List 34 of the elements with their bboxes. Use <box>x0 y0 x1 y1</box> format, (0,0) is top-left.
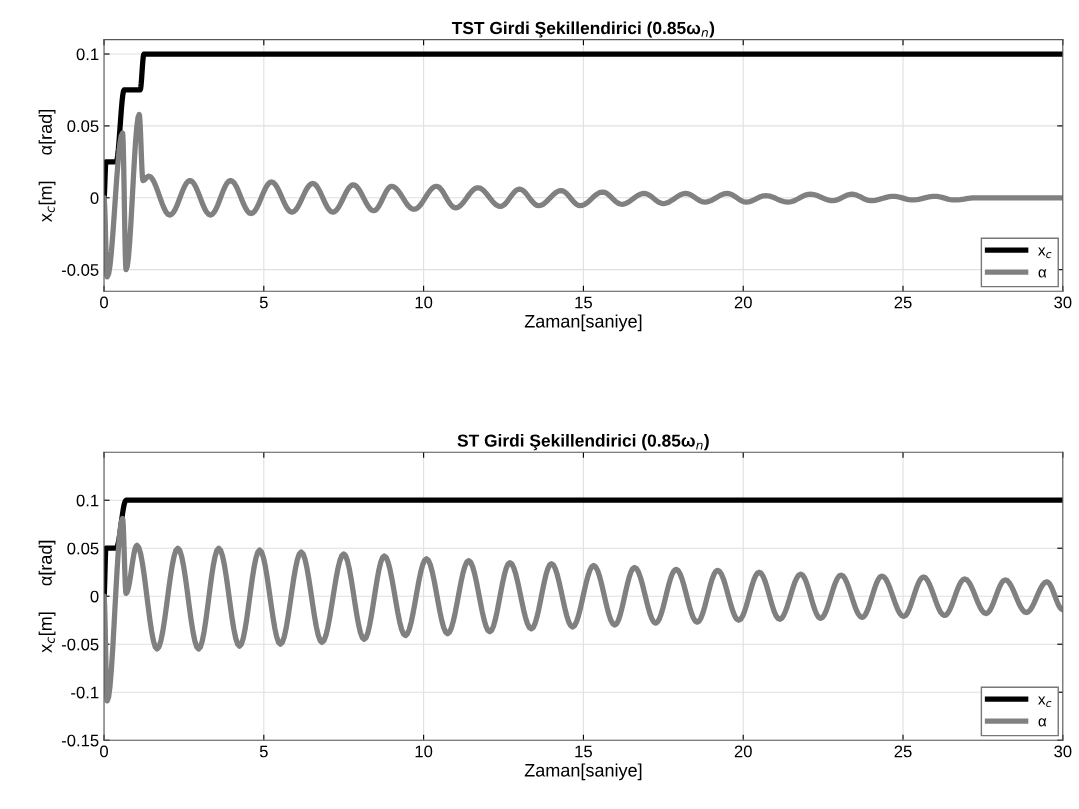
y-tick-label: 0 <box>90 192 99 204</box>
x-tick-label: 20 <box>734 296 752 309</box>
x-axis-title: Zaman[saniye] <box>524 314 642 332</box>
x-tick-label: 10 <box>415 745 433 758</box>
x-tick-label: 30 <box>1054 745 1072 758</box>
y-tick-label: -0.15 <box>61 734 99 747</box>
y-axis-title: x$_{c}$[m] α[rad] <box>38 540 56 653</box>
x-tick-label: 25 <box>894 745 912 758</box>
y-tick-label: -0.1 <box>71 686 99 699</box>
x-tick-label: 5 <box>259 745 268 758</box>
legend-label: α <box>1038 269 1047 278</box>
y-axis-title: x$_{c}$[m] α[rad] <box>38 110 56 222</box>
y-tick-label: 0.05 <box>67 542 99 555</box>
x-tick-label: 10 <box>415 296 433 309</box>
x-tick-label: 0 <box>100 296 108 309</box>
x-tick-label: 15 <box>575 296 592 309</box>
legend-label: α <box>1038 718 1047 727</box>
x-tick-label: 0 <box>100 745 108 758</box>
y-tick-label: 0 <box>90 590 99 603</box>
x-axis-title: Zaman[saniye] <box>524 763 642 781</box>
chart-title: TST Girdi Şekillendirici (0.85ω$_{n}$) <box>451 21 715 38</box>
chart-title: ST Girdi Şekillendirici (0.85ω$_{n}$) <box>457 434 709 451</box>
y-tick-label: -0.05 <box>61 264 99 276</box>
x-tick-label: 20 <box>734 745 752 758</box>
x-tick-label: 25 <box>894 296 912 309</box>
x-tick-label: 15 <box>575 745 592 758</box>
legend-label: x$_{c}$ <box>1038 247 1052 259</box>
y-tick-label: 0.05 <box>67 120 99 133</box>
y-tick-label: -0.05 <box>61 638 99 651</box>
legend-label: x$_{c}$ <box>1038 696 1052 708</box>
x-tick-label: 30 <box>1054 296 1072 309</box>
y-tick-label: 0.1 <box>76 48 99 61</box>
y-tick-label: 0.1 <box>76 494 99 507</box>
x-tick-label: 5 <box>259 296 268 309</box>
